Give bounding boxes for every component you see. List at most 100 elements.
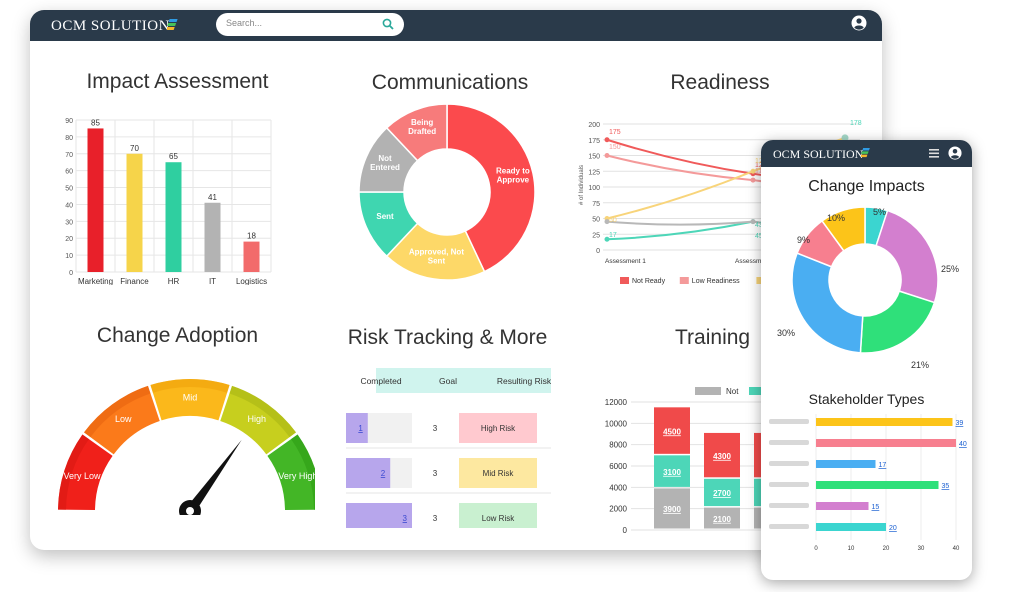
completed-bar: [346, 503, 412, 528]
search-box[interactable]: [216, 13, 404, 36]
search-icon[interactable]: [382, 18, 394, 30]
x-tick-label: 0: [814, 546, 818, 552]
y-tick-label: 175: [588, 138, 600, 145]
completed-bar: [346, 413, 368, 443]
stakeholder-types-title: Stakeholder Types: [808, 391, 925, 407]
donut-slice: [446, 103, 536, 273]
stakeholder-types-bar-chart: 0 10 20 30 40 39 40 17 35 15 20: [769, 414, 967, 552]
completed-value: 2: [381, 469, 386, 478]
bar: [816, 502, 869, 510]
brand-logo: OCM SOLUTION: [51, 18, 170, 34]
goal-value: 3: [433, 424, 438, 433]
risk-value: Mid Risk: [483, 469, 515, 478]
data-label: 121: [755, 162, 767, 169]
data-label: 17: [609, 232, 617, 239]
communications-donut-chart: Ready to Approve Approved, Not Sent Sent Not E…: [358, 103, 536, 281]
bar-value-label: 35: [942, 483, 950, 490]
y-tick-label: 125: [588, 169, 600, 176]
logo-mark-icon: [167, 19, 178, 30]
bar-value-label: 3900: [663, 505, 681, 514]
training-title: Training: [675, 326, 751, 349]
donut-slice: [821, 206, 866, 252]
slice-label: 5%: [873, 207, 886, 217]
data-label: 150: [609, 144, 621, 151]
blurred-category-label: [769, 482, 809, 487]
change-impacts-donut-chart: 5% 25% 21% 30% 9% 10%: [777, 206, 959, 370]
training-stacked-bar-chart: NotYes1200010000800060004000200003900310…: [605, 387, 795, 535]
bar-segment-yes: [654, 455, 690, 487]
bar: [243, 241, 260, 272]
series-line: [606, 220, 754, 226]
gauge-segment-rim: [229, 385, 297, 438]
slice-label: 9%: [797, 235, 810, 245]
search-input[interactable]: [226, 18, 376, 28]
table-header: Completed: [360, 376, 401, 386]
mobile-user-icon[interactable]: [948, 146, 962, 160]
completed-value: 1: [358, 424, 363, 433]
risk-value: High Risk: [481, 424, 516, 433]
completed-value: 3: [403, 514, 408, 523]
bar-segment-not: [654, 488, 690, 529]
y-tick-label: 4000: [609, 483, 627, 492]
gauge-needle: [185, 439, 242, 514]
x-tick-label: Marketing: [78, 277, 113, 285]
completed-bar: [346, 458, 391, 488]
y-tick-label: 100: [588, 185, 600, 192]
gauge-segment: [83, 385, 160, 455]
readiness-title: Readiness: [670, 71, 770, 94]
slice-label: Not Entered: [370, 154, 400, 172]
gauge-segment-rim: [58, 434, 89, 510]
bar-value-label: 70: [130, 144, 139, 153]
x-tick-label: IT: [209, 277, 216, 285]
gauge-hub-center: [186, 507, 194, 515]
data-label: 111: [755, 168, 766, 175]
y-tick-label: 0: [69, 270, 73, 277]
risk-title: Risk Tracking & More: [347, 326, 548, 349]
y-tick-label: 200: [588, 122, 600, 129]
donut-slice: [385, 103, 448, 162]
goal-value: 3: [433, 469, 438, 478]
user-account-icon[interactable]: [851, 15, 867, 31]
blurred-category-label: [769, 461, 809, 466]
y-tick-label: 20: [65, 236, 73, 243]
mobile-brand-logo: OCM SOLUTION: [773, 147, 864, 161]
x-tick-label: Logistics: [236, 277, 267, 285]
gauge-label: Mid: [183, 393, 198, 403]
x-tick-label: 20: [883, 546, 890, 552]
donut-slice: [859, 290, 936, 354]
legend-swatch: [756, 277, 766, 284]
blurred-category-label: [769, 419, 809, 424]
data-point: [841, 134, 849, 142]
mobile-top-bar: OCM SOLUTION: [761, 140, 972, 167]
data-point: [604, 219, 610, 225]
y-tick-label: 0: [596, 248, 600, 255]
y-tick-label: 75: [592, 201, 600, 208]
legend-swatch: [679, 277, 689, 284]
x-tick-label: Assessment 1: [605, 258, 646, 265]
blurred-category-label: [769, 524, 809, 529]
bar-segment-yes: [704, 478, 740, 507]
data-point: [604, 137, 610, 143]
slice-label: Being Drafted: [408, 118, 436, 136]
bar: [204, 202, 221, 272]
slice-label: Approved, Not Sent: [409, 248, 464, 266]
data-label: 125: [755, 158, 767, 165]
gauge-label: High: [247, 414, 266, 424]
impact-title: Impact Assessment: [86, 70, 269, 93]
gauge-segment-rim: [83, 385, 151, 438]
adoption-gauge: Very Low Low Mid High Very High: [58, 379, 315, 515]
risk-cell: [459, 413, 537, 443]
legend-swatch: [620, 277, 629, 284]
bar-segment-top: [704, 432, 740, 478]
bar: [816, 460, 876, 468]
donut-slice: [875, 209, 939, 304]
x-tick-label: HR: [168, 277, 180, 285]
bar-value-label: 20: [889, 525, 897, 532]
y-tick-label: 90: [65, 118, 73, 125]
menu-icon[interactable]: [929, 149, 939, 158]
slice-label: Ready to Approve: [496, 166, 530, 184]
y-tick-label: 10000: [605, 419, 628, 428]
x-tick-label: 40: [953, 546, 960, 552]
y-tick-label: 70: [65, 152, 73, 159]
series-line: [606, 138, 754, 175]
